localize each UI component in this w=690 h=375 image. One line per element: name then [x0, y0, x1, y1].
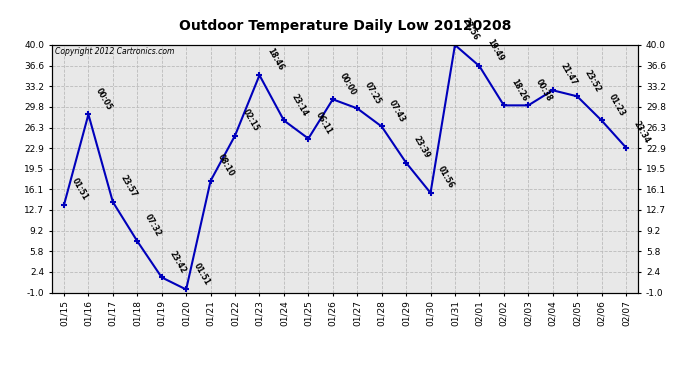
- Text: 01:51: 01:51: [70, 177, 89, 202]
- Text: 07:32: 07:32: [143, 213, 163, 238]
- Text: 23:52: 23:52: [583, 68, 602, 93]
- Text: 18:26: 18:26: [509, 77, 529, 103]
- Text: 01:51: 01:51: [192, 261, 212, 287]
- Text: 21:47: 21:47: [558, 62, 578, 87]
- Text: 00:05: 00:05: [94, 86, 114, 112]
- Text: 06:11: 06:11: [314, 110, 334, 136]
- Text: 02:15: 02:15: [241, 108, 260, 133]
- Text: 07:25: 07:25: [363, 80, 383, 106]
- Text: 00:00: 00:00: [338, 71, 358, 96]
- Text: 01:56: 01:56: [436, 165, 456, 190]
- Text: Copyright 2012 Cartronics.com: Copyright 2012 Cartronics.com: [55, 48, 174, 57]
- Text: 23:57: 23:57: [119, 174, 138, 199]
- Text: 01:23: 01:23: [607, 92, 627, 118]
- Text: 08:10: 08:10: [216, 153, 236, 178]
- Text: 23:39: 23:39: [412, 135, 431, 160]
- Text: 23:34: 23:34: [631, 120, 651, 145]
- Text: 23:42: 23:42: [167, 249, 187, 274]
- Text: 23:14: 23:14: [290, 92, 309, 118]
- Text: Outdoor Temperature Daily Low 20120208: Outdoor Temperature Daily Low 20120208: [179, 19, 511, 33]
- Text: 07:43: 07:43: [387, 98, 407, 124]
- Text: 23:56: 23:56: [460, 17, 480, 42]
- Text: 00:38: 00:38: [534, 77, 554, 103]
- Text: 18:46: 18:46: [265, 47, 285, 72]
- Text: 19:49: 19:49: [485, 38, 505, 63]
